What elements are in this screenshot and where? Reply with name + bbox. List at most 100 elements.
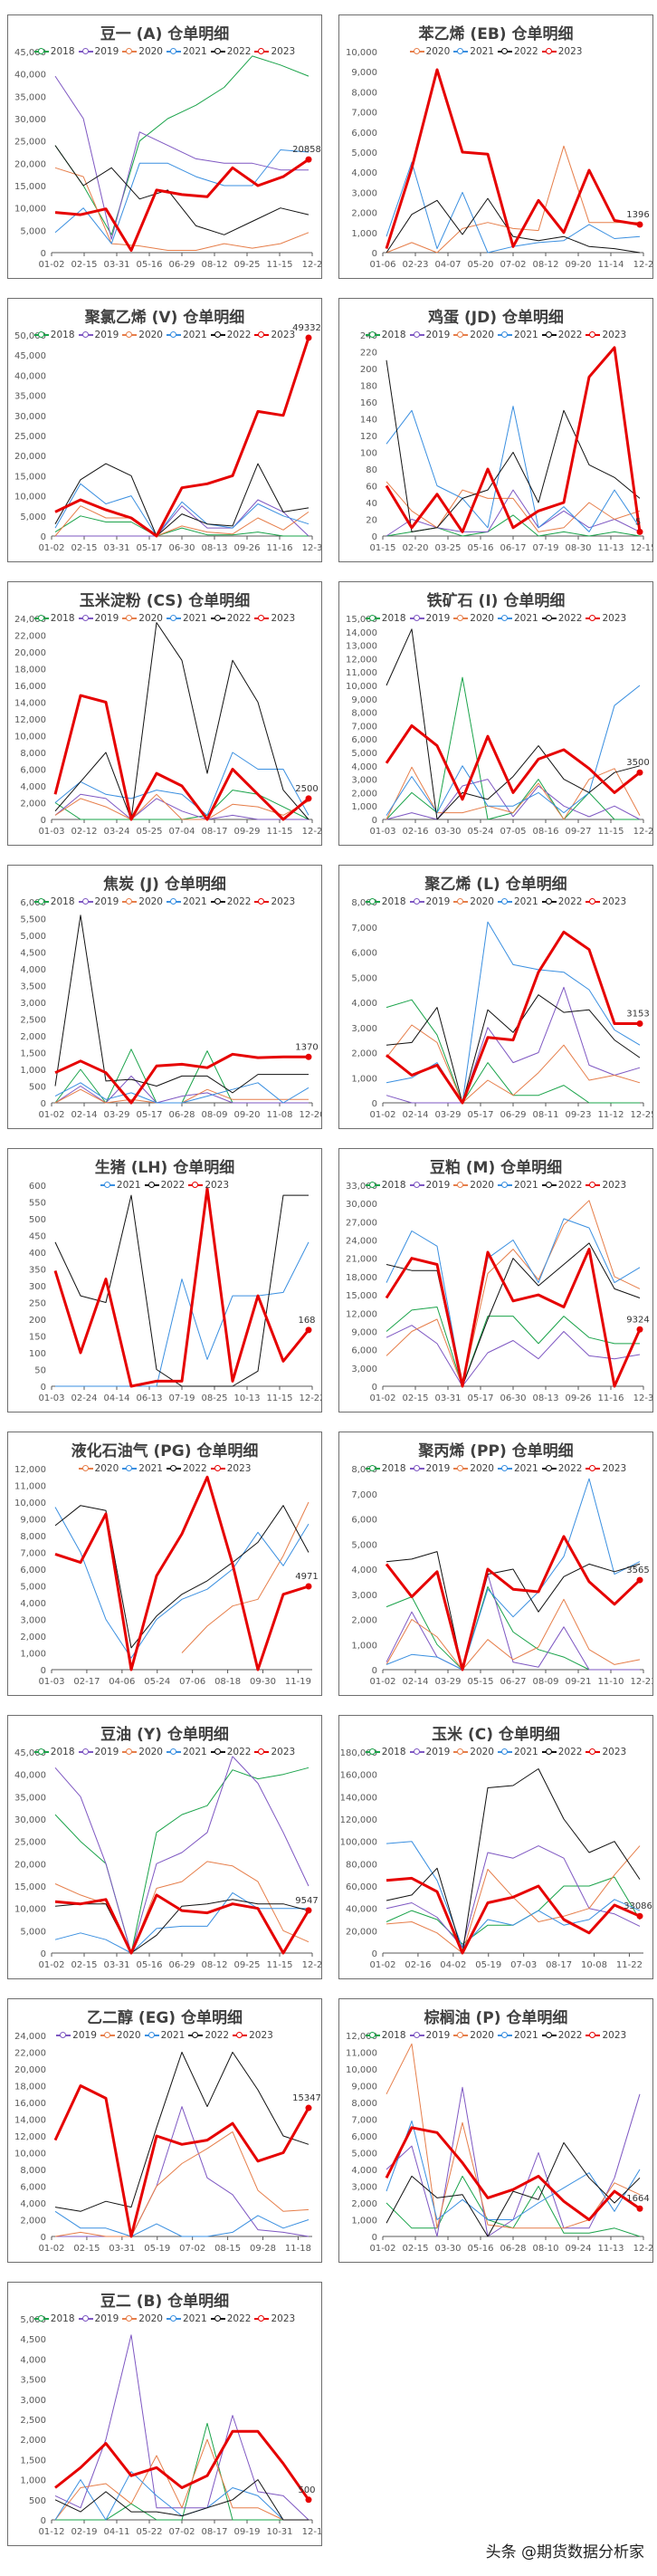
legend-item-2023[interactable]: 2023 — [254, 330, 295, 340]
legend-item-2023[interactable]: 2023 — [254, 613, 295, 624]
legend-item-2018[interactable]: 2018 — [365, 1747, 406, 1757]
legend-item-2020[interactable]: 2020 — [122, 46, 163, 57]
legend-item-2021[interactable]: 2021 — [498, 896, 538, 907]
legend-item-2019[interactable]: 2019 — [409, 330, 450, 340]
legend-item-2021[interactable]: 2021 — [100, 1180, 141, 1191]
legend-item-2021[interactable]: 2021 — [167, 330, 207, 340]
legend-item-2021[interactable]: 2021 — [498, 1747, 538, 1757]
legend-item-2022[interactable]: 2022 — [210, 330, 251, 340]
legend-item-2023[interactable]: 2023 — [586, 1747, 626, 1757]
legend-item-2022[interactable]: 2022 — [541, 2030, 582, 2041]
legend-item-2022[interactable]: 2022 — [167, 1463, 207, 1474]
legend-item-2021[interactable]: 2021 — [498, 1463, 538, 1474]
legend-item-2023[interactable]: 2023 — [586, 330, 626, 340]
chart-legend[interactable]: 2018 2019 2020 2021 2022 2023 — [8, 46, 321, 57]
legend-item-2023[interactable]: 2023 — [586, 896, 626, 907]
legend-item-2021[interactable]: 2021 — [167, 896, 207, 907]
legend-item-2020[interactable]: 2020 — [122, 896, 163, 907]
legend-item-2019[interactable]: 2019 — [56, 2030, 97, 2041]
legend-item-2019[interactable]: 2019 — [409, 613, 450, 624]
legend-item-2018[interactable]: 2018 — [365, 896, 406, 907]
chart-legend[interactable]: 2020 2021 2022 2023 — [8, 1463, 321, 1474]
legend-item-2020[interactable]: 2020 — [453, 1180, 494, 1191]
legend-item-2023[interactable]: 2023 — [233, 2030, 273, 2041]
chart-legend[interactable]: 2018 2019 2020 2021 2022 2023 — [339, 613, 652, 624]
legend-item-2021[interactable]: 2021 — [498, 1180, 538, 1191]
legend-item-2020[interactable]: 2020 — [100, 2030, 141, 2041]
legend-item-2023[interactable]: 2023 — [254, 896, 295, 907]
legend-item-2021[interactable]: 2021 — [498, 2030, 538, 2041]
legend-item-2023[interactable]: 2023 — [254, 2313, 295, 2324]
legend-item-2020[interactable]: 2020 — [409, 46, 450, 57]
legend-item-2018[interactable]: 2018 — [365, 330, 406, 340]
legend-item-2022[interactable]: 2022 — [210, 2313, 251, 2324]
legend-item-2022[interactable]: 2022 — [541, 896, 582, 907]
legend-item-2018[interactable]: 2018 — [33, 46, 75, 57]
legend-item-2018[interactable]: 2018 — [33, 613, 75, 624]
legend-item-2019[interactable]: 2019 — [78, 1747, 119, 1757]
legend-item-2020[interactable]: 2020 — [78, 1463, 119, 1474]
legend-item-2019[interactable]: 2019 — [78, 330, 119, 340]
legend-item-2022[interactable]: 2022 — [210, 46, 251, 57]
legend-item-2020[interactable]: 2020 — [122, 330, 163, 340]
legend-item-2023[interactable]: 2023 — [188, 1180, 229, 1191]
legend-item-2021[interactable]: 2021 — [167, 2313, 207, 2324]
legend-item-2018[interactable]: 2018 — [33, 330, 75, 340]
legend-item-2018[interactable]: 2018 — [33, 1747, 75, 1757]
legend-item-2021[interactable]: 2021 — [167, 1747, 207, 1757]
chart-legend[interactable]: 2018 2019 2020 2021 2022 2023 — [8, 896, 321, 907]
chart-legend[interactable]: 2018 2019 2020 2021 2022 2023 — [8, 1747, 321, 1757]
legend-item-2022[interactable]: 2022 — [541, 330, 582, 340]
legend-item-2019[interactable]: 2019 — [409, 1180, 450, 1191]
legend-item-2020[interactable]: 2020 — [453, 2030, 494, 2041]
chart-legend[interactable]: 2018 2019 2020 2021 2022 2023 — [339, 1180, 652, 1191]
chart-legend[interactable]: 2018 2019 2020 2021 2022 2023 — [8, 613, 321, 624]
legend-item-2020[interactable]: 2020 — [122, 1747, 163, 1757]
legend-item-2018[interactable]: 2018 — [33, 896, 75, 907]
legend-item-2021[interactable]: 2021 — [122, 1463, 163, 1474]
legend-item-2023[interactable]: 2023 — [541, 46, 582, 57]
legend-item-2022[interactable]: 2022 — [541, 613, 582, 624]
legend-item-2022[interactable]: 2022 — [541, 1180, 582, 1191]
legend-item-2021[interactable]: 2021 — [167, 46, 207, 57]
chart-legend[interactable]: 2018 2019 2020 2021 2022 2023 — [339, 2030, 652, 2041]
legend-item-2020[interactable]: 2020 — [453, 1463, 494, 1474]
legend-item-2019[interactable]: 2019 — [409, 896, 450, 907]
legend-item-2019[interactable]: 2019 — [78, 2313, 119, 2324]
legend-item-2019[interactable]: 2019 — [78, 613, 119, 624]
legend-item-2020[interactable]: 2020 — [453, 613, 494, 624]
legend-item-2022[interactable]: 2022 — [210, 1747, 251, 1757]
legend-item-2022[interactable]: 2022 — [188, 2030, 229, 2041]
legend-item-2018[interactable]: 2018 — [365, 613, 406, 624]
legend-item-2022[interactable]: 2022 — [210, 613, 251, 624]
legend-item-2020[interactable]: 2020 — [453, 1747, 494, 1757]
chart-legend[interactable]: 2018 2019 2020 2021 2022 2023 — [8, 2313, 321, 2324]
legend-item-2021[interactable]: 2021 — [453, 46, 494, 57]
legend-item-2021[interactable]: 2021 — [498, 613, 538, 624]
chart-legend[interactable]: 2019 2020 2021 2022 2023 — [8, 2030, 321, 2041]
chart-legend[interactable]: 2018 2019 2020 2021 2022 2023 — [339, 1747, 652, 1757]
legend-item-2018[interactable]: 2018 — [365, 1180, 406, 1191]
legend-item-2021[interactable]: 2021 — [167, 613, 207, 624]
legend-item-2022[interactable]: 2022 — [498, 46, 538, 57]
legend-item-2022[interactable]: 2022 — [541, 1463, 582, 1474]
legend-item-2023[interactable]: 2023 — [254, 1747, 295, 1757]
legend-item-2023[interactable]: 2023 — [586, 1180, 626, 1191]
legend-item-2023[interactable]: 2023 — [586, 613, 626, 624]
chart-legend[interactable]: 2018 2019 2020 2021 2022 2023 — [339, 896, 652, 907]
legend-item-2022[interactable]: 2022 — [210, 896, 251, 907]
legend-item-2020[interactable]: 2020 — [453, 896, 494, 907]
legend-item-2020[interactable]: 2020 — [453, 330, 494, 340]
legend-item-2018[interactable]: 2018 — [365, 1463, 406, 1474]
legend-item-2021[interactable]: 2021 — [498, 330, 538, 340]
legend-item-2023[interactable]: 2023 — [210, 1463, 251, 1474]
legend-item-2023[interactable]: 2023 — [586, 1463, 626, 1474]
chart-legend[interactable]: 2018 2019 2020 2021 2022 2023 — [339, 1463, 652, 1474]
legend-item-2018[interactable]: 2018 — [365, 2030, 406, 2041]
legend-item-2019[interactable]: 2019 — [78, 46, 119, 57]
chart-legend[interactable]: 2020 2021 2022 2023 — [339, 46, 652, 57]
legend-item-2022[interactable]: 2022 — [541, 1747, 582, 1757]
chart-legend[interactable]: 2018 2019 2020 2021 2022 2023 — [8, 330, 321, 340]
legend-item-2020[interactable]: 2020 — [122, 613, 163, 624]
legend-item-2023[interactable]: 2023 — [586, 2030, 626, 2041]
